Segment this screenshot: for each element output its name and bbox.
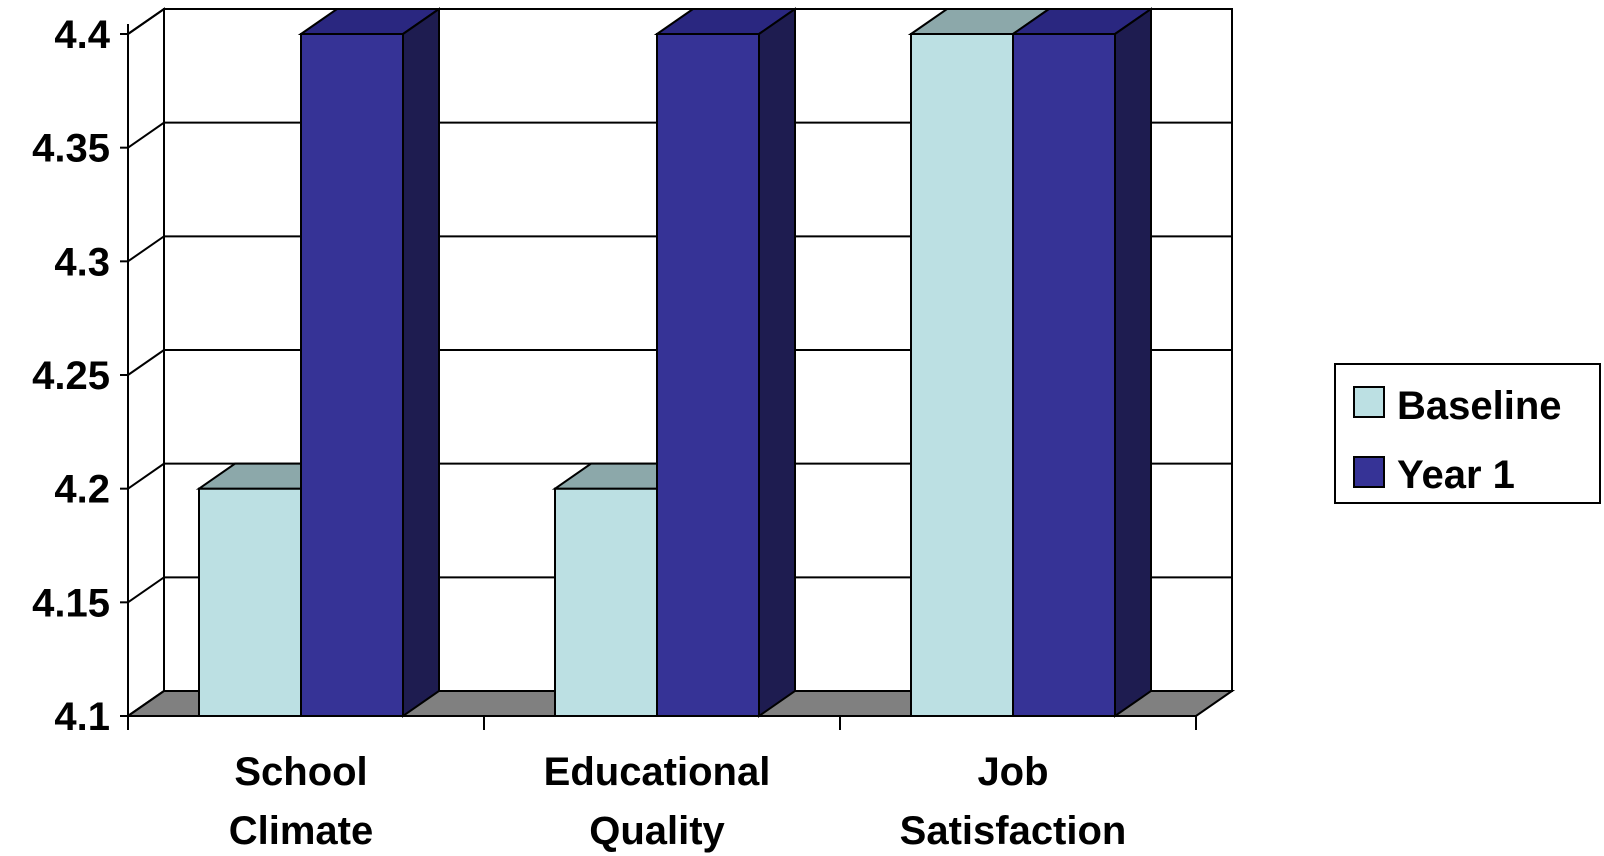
x-axis-category-labels: School Climate Educational Quality Job Satisf… <box>229 750 1127 853</box>
y-tick-label: 4.35 <box>32 127 110 171</box>
bar-year1-1 <box>653 7 799 718</box>
bar-side <box>758 7 796 718</box>
y-tick-label: 4.25 <box>32 354 110 398</box>
legend-label-year1: Year 1 <box>1397 453 1515 497</box>
bar-front <box>910 33 1014 717</box>
y-tick-label: 4.15 <box>32 581 110 625</box>
x-category-label: Quality <box>589 809 725 853</box>
x-category-label: Educational <box>544 750 771 794</box>
y-tick-label: 4.2 <box>54 468 110 512</box>
legend-swatch-baseline <box>1353 386 1385 418</box>
bar-front <box>198 487 302 717</box>
bar-side <box>402 7 440 718</box>
gridline <box>127 235 1232 263</box>
bar-year1-2 <box>1009 7 1155 718</box>
y-tick-label: 4.1 <box>54 695 110 739</box>
gridline <box>127 462 1232 490</box>
bars <box>195 7 1155 718</box>
x-category-label: School <box>234 750 367 794</box>
bar-front <box>554 487 658 717</box>
legend-swatch-year1 <box>1353 456 1385 488</box>
axes <box>120 24 1197 730</box>
gridline <box>127 121 1232 149</box>
bar-year1-0 <box>297 7 443 718</box>
bar-front <box>1012 33 1116 717</box>
y-tick-label: 4.3 <box>54 240 110 284</box>
bar-front <box>656 33 760 717</box>
legend: Baseline Year 1 <box>1334 363 1601 504</box>
legend-label-baseline: Baseline <box>1397 384 1562 428</box>
gridline <box>127 576 1232 604</box>
x-category-label: Climate <box>229 809 374 853</box>
x-category-label: Job <box>977 750 1048 794</box>
bar-side <box>1114 7 1152 718</box>
gridline <box>127 8 1232 35</box>
y-tick-label: 4.4 <box>54 13 110 57</box>
gridline <box>127 349 1232 376</box>
x-category-label: Satisfaction <box>900 809 1127 853</box>
y-axis-tick-labels: 4.1 4.15 4.2 4.25 4.3 4.35 4.4 <box>32 13 111 739</box>
bar-baseline-2 <box>907 8 1053 717</box>
gridlines <box>127 8 1232 717</box>
bar-front <box>300 33 404 717</box>
